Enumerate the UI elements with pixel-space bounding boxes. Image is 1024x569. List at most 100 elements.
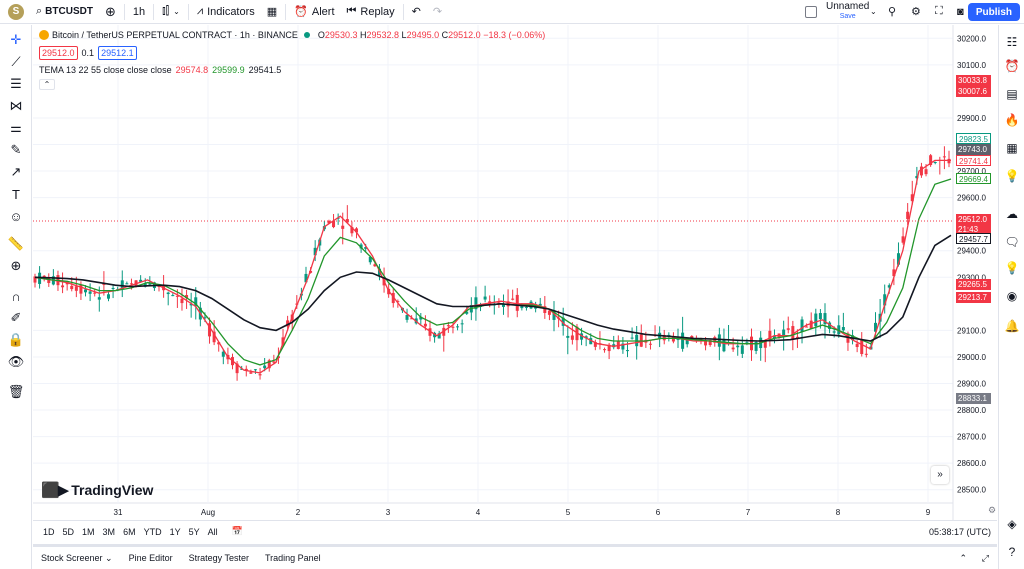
- chevron-down-icon: ⌄: [870, 7, 877, 16]
- axis-settings-button[interactable]: ⚙: [988, 505, 996, 516]
- undo-button[interactable]: ↶: [406, 0, 427, 24]
- layout-name-button[interactable]: Unnamed Save: [826, 2, 869, 22]
- range-5d[interactable]: 5D: [62, 526, 75, 537]
- divider: [153, 3, 155, 20]
- chart-pane[interactable]: 30200.030100.029900.029800.029700.029600…: [33, 25, 997, 542]
- indicators-button[interactable]: ⩘ Indicators: [191, 0, 261, 24]
- price-tick-label: 29900.0: [957, 114, 986, 123]
- crosshair-icon[interactable]: ✛: [10, 32, 22, 47]
- collapse-panel-button[interactable]: ⌃: [959, 553, 967, 564]
- layout-checkbox[interactable]: [805, 6, 817, 18]
- user-avatar[interactable]: S: [8, 3, 24, 20]
- time-tick-label: 5: [566, 508, 571, 517]
- hotlist-icon[interactable]: 🔥: [1004, 113, 1020, 127]
- candle-body: [203, 317, 207, 319]
- alarm-clock-icon[interactable]: ⏰: [1004, 59, 1020, 73]
- candle-body: [42, 275, 46, 278]
- stay-drawing-icon[interactable]: ✐: [10, 310, 22, 325]
- candle-body: [345, 219, 349, 223]
- pattern-icon[interactable]: ⋈: [9, 98, 23, 113]
- layout-name: Unnamed: [826, 1, 870, 12]
- text-icon[interactable]: T: [12, 186, 20, 202]
- brush-icon[interactable]: ✎: [10, 142, 22, 157]
- chat-icon[interactable]: 🗨: [1004, 235, 1020, 249]
- range-6m[interactable]: 6M: [123, 526, 136, 537]
- interval-button[interactable]: 1h: [132, 5, 146, 18]
- settings-button[interactable]: ⚙: [905, 0, 927, 24]
- fullscreen-button[interactable]: ⛶: [929, 0, 949, 24]
- sell-price-button[interactable]: 29512.0: [39, 46, 78, 60]
- panel-tab-pine-editor[interactable]: Pine Editor: [128, 552, 173, 563]
- symbol-search[interactable]: ⌕ BTCUSDT: [30, 0, 99, 24]
- replay-button[interactable]: ⏮ Replay: [341, 0, 401, 24]
- price-chart[interactable]: 30200.030100.029900.029800.029700.029600…: [33, 25, 997, 520]
- chart-type-button[interactable]: ⫾⫿ ⌄: [156, 0, 186, 24]
- magnet-icon[interactable]: ∩: [11, 288, 21, 304]
- zoom-in-icon[interactable]: ⊕: [10, 258, 22, 273]
- snapshot-button[interactable]: ◙: [951, 0, 970, 24]
- lock-icon[interactable]: 🔒: [7, 332, 25, 347]
- watchlist-icon[interactable]: ☷: [1006, 35, 1018, 49]
- calendar-icon[interactable]: ▦: [1006, 141, 1018, 155]
- indicator-legend[interactable]: TEMA 13 22 55 close close close 29574.8 …: [39, 65, 281, 75]
- candle-body: [106, 294, 110, 299]
- candle-body: [795, 336, 799, 338]
- clock[interactable]: 05:38:17 (UTC): [928, 526, 991, 537]
- layouts-button[interactable]: ▦: [261, 0, 283, 24]
- idea-stream-icon[interactable]: 💡: [1004, 261, 1020, 275]
- alarm-icon: ⏰: [294, 6, 308, 18]
- grid-icon: ▦: [266, 6, 278, 18]
- help-icon[interactable]: ?: [1008, 545, 1016, 559]
- eye-icon[interactable]: 👁: [7, 354, 25, 369]
- panel-tab-trading-panel[interactable]: Trading Panel: [264, 552, 321, 563]
- ideas-icon[interactable]: 💡: [1004, 169, 1020, 183]
- quick-search-icon: ⚲: [888, 6, 897, 18]
- data-window-icon[interactable]: ▤: [1006, 87, 1018, 101]
- ruler-icon[interactable]: 📏: [7, 236, 25, 251]
- buy-price-button[interactable]: 29512.1: [98, 46, 137, 60]
- range-1y[interactable]: 1Y: [169, 526, 181, 537]
- quick-search-button[interactable]: ⚲: [882, 0, 902, 24]
- trend-line-icon[interactable]: ⟋: [11, 54, 21, 69]
- range-1d[interactable]: 1D: [43, 526, 55, 537]
- time-tick-label: 6: [656, 508, 661, 517]
- broadcast-icon[interactable]: ◉: [1006, 289, 1018, 303]
- candle-body: [460, 323, 464, 325]
- price-tick-label: 29000.0: [957, 353, 986, 362]
- streams-icon[interactable]: ☁: [1006, 207, 1018, 221]
- trash-icon[interactable]: 🗑: [7, 384, 25, 399]
- time-tick-label: 31: [114, 508, 123, 517]
- goto-date-button[interactable]: 📅: [228, 526, 247, 537]
- range-1m[interactable]: 1M: [82, 526, 95, 537]
- fib-icon[interactable]: ⚌: [10, 120, 22, 135]
- low-value: 29495.0: [406, 30, 440, 40]
- emoji-icon[interactable]: ☺: [9, 208, 23, 224]
- panel-tab-stock-screener[interactable]: Stock Screener ⌄: [41, 552, 113, 563]
- redo-button[interactable]: ↷: [427, 0, 448, 24]
- layers-icon[interactable]: ◈: [1007, 517, 1017, 531]
- range-3m[interactable]: 3M: [102, 526, 116, 537]
- panel-tab-strategy-tester[interactable]: Strategy Tester: [188, 552, 249, 563]
- range-all[interactable]: All: [207, 526, 218, 537]
- publish-button[interactable]: Publish: [967, 3, 1020, 21]
- maximize-panel-button[interactable]: ⤢: [982, 553, 989, 564]
- candle-body: [423, 323, 427, 327]
- candle-body: [125, 283, 129, 285]
- compare-button[interactable]: ⊕: [99, 0, 122, 24]
- spread-value: 0.1: [81, 48, 95, 58]
- scroll-to-realtime-button[interactable]: »: [931, 466, 949, 484]
- gear-icon: ⚙: [988, 505, 997, 515]
- arrow-icon[interactable]: ↗: [10, 164, 22, 179]
- candle-body: [456, 326, 460, 328]
- horizontal-lines-icon[interactable]: ☰: [10, 76, 22, 91]
- collapse-legend-button[interactable]: ⌃: [39, 79, 55, 90]
- alert-button[interactable]: ⏰ Alert: [288, 0, 340, 24]
- notification-bell-icon[interactable]: 🔔: [1004, 319, 1020, 333]
- candle-body: [171, 295, 175, 297]
- divider: [187, 3, 189, 20]
- layout-menu-chevron[interactable]: ⌄: [864, 0, 883, 24]
- range-ytd[interactable]: YTD: [143, 526, 162, 537]
- range-5y[interactable]: 5Y: [188, 526, 200, 537]
- open-label: O: [317, 30, 325, 40]
- ohlc-values: O29530.3 H29532.8 L29495.0 C29512.0 −18.…: [318, 30, 545, 40]
